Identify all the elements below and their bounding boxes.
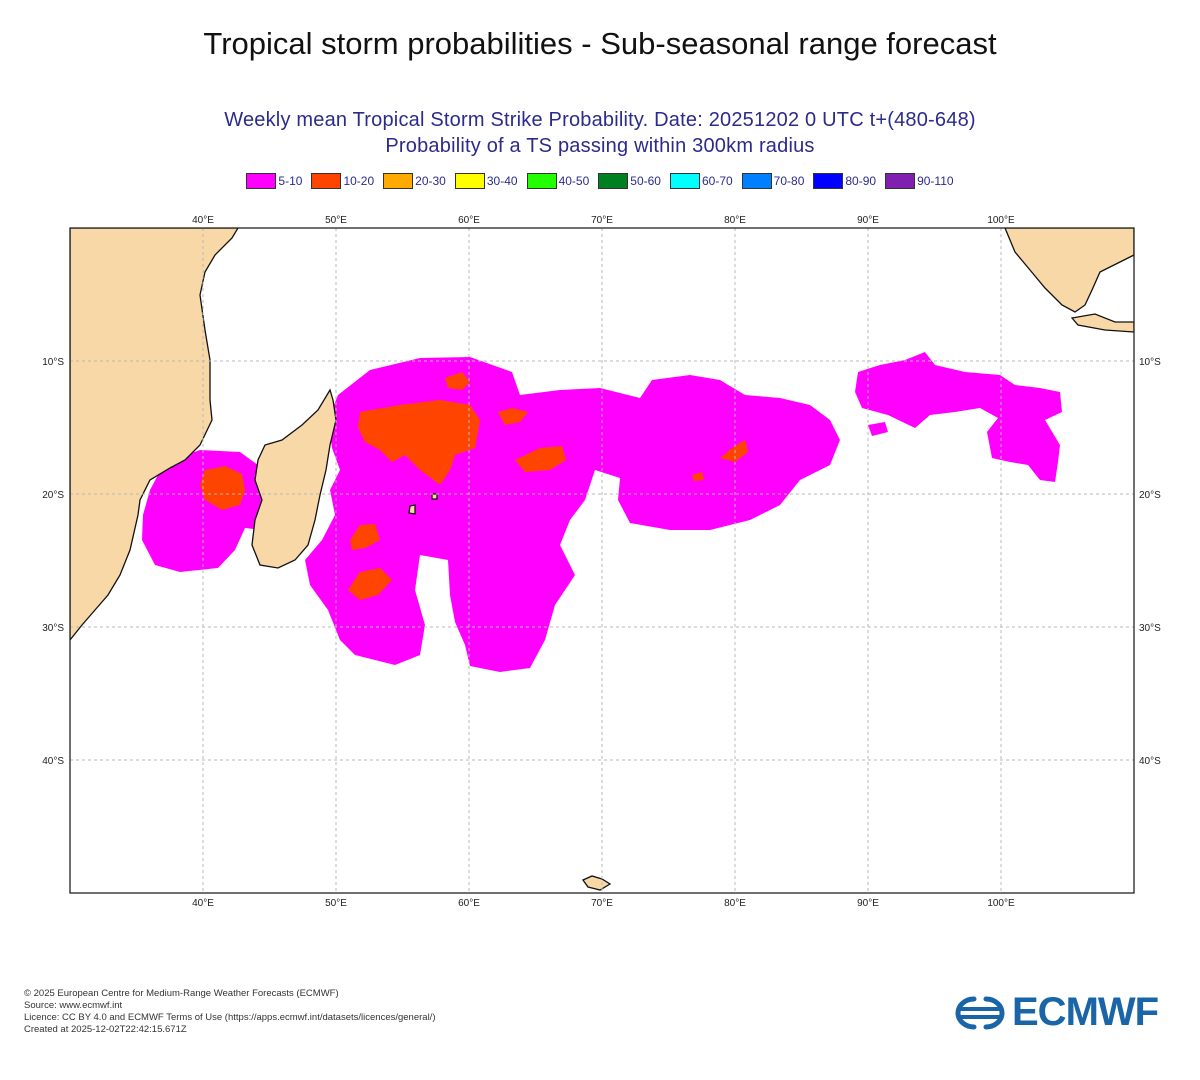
lon-label: 50°E — [325, 215, 347, 226]
legend-item: 50-60 — [598, 173, 661, 189]
legend-label: 90-110 — [917, 174, 954, 188]
legend-item: 20-30 — [383, 173, 446, 189]
legend-swatch — [246, 173, 277, 189]
legend-label: 60-70 — [701, 174, 733, 188]
lat-label: 40°S — [42, 756, 64, 767]
lon-label: 60°E — [458, 898, 480, 909]
footer-source: Source: www.ecmwf.int — [24, 1000, 123, 1011]
prob-10-20-area — [200, 372, 748, 600]
legend-label: 50-60 — [630, 174, 661, 188]
legend-item: 40-50 — [526, 173, 590, 189]
madagascar — [251, 388, 337, 569]
legend-swatch — [383, 173, 414, 189]
footer-copyright: © 2025 European Centre for Medium-Range … — [24, 988, 339, 999]
map-frame — [69, 227, 1135, 894]
legend-item: 70-80 — [741, 173, 805, 189]
land-masses — [70, 228, 1134, 891]
lon-label: 40°E — [192, 215, 214, 226]
lon-label: 80°E — [724, 215, 746, 226]
lat-labels-left: 10°S 20°S 30°S 40°S — [42, 357, 64, 767]
legend-item: 30-40 — [454, 173, 518, 189]
legend-swatch — [669, 173, 700, 189]
legend-label: 20-30 — [415, 174, 446, 188]
lat-lon-grid — [70, 228, 1134, 893]
sumatra-java — [1004, 228, 1134, 313]
lon-label: 70°E — [591, 215, 613, 226]
legend-swatch — [741, 173, 772, 189]
legend-label: 30-40 — [486, 174, 518, 188]
legend-swatch — [813, 173, 844, 189]
page-title: Tropical storm probabilities - Sub-seaso… — [203, 26, 997, 61]
lat-label: 10°S — [42, 357, 64, 368]
africa-coast — [70, 228, 239, 642]
legend-label: 5-10 — [278, 174, 303, 188]
lat-label: 20°S — [1139, 490, 1161, 501]
legend-item: 60-70 — [669, 173, 733, 189]
lon-labels-bottom: 40°E 50°E 60°E 70°E 80°E 90°E 100°E — [192, 898, 1015, 909]
lon-label: 90°E — [857, 898, 879, 909]
lon-label: 100°E — [987, 215, 1015, 226]
lon-label: 70°E — [591, 898, 613, 909]
lon-labels-top: 40°E 50°E 60°E 70°E 80°E 90°E 100°E — [192, 215, 1015, 226]
footer-licence: Licence: CC BY 4.0 and ECMWF Terms of Us… — [24, 1012, 436, 1023]
lon-label: 50°E — [325, 898, 347, 909]
probability-legend: 5-10 10-20 20-30 30-40 40-50 50-60 60-70 70-80 8… — [0, 173, 1200, 189]
map-subtitle-line2: Probability of a TS passing within 300km… — [385, 135, 815, 157]
lat-labels-right: 10°S 20°S 30°S 40°S — [1139, 357, 1161, 767]
lat-label: 40°S — [1139, 756, 1161, 767]
lat-label: 10°S — [1139, 357, 1161, 368]
ecmwf-logo: ECMWF — [952, 990, 1159, 1035]
lat-label: 30°S — [1139, 623, 1161, 634]
legend-swatch — [885, 173, 916, 189]
lon-label: 80°E — [724, 898, 746, 909]
legend-label: 80-90 — [845, 174, 877, 188]
lon-label: 90°E — [857, 215, 879, 226]
legend-swatch — [526, 173, 557, 189]
footer-created: Created at 2025-12-02T22:42:15.671Z — [24, 1024, 187, 1035]
legend-item: 80-90 — [813, 173, 876, 189]
lon-label: 100°E — [987, 898, 1015, 909]
legend-swatch — [311, 173, 342, 189]
legend-item: 90-110 — [885, 173, 954, 189]
legend-item: 5-10 — [246, 173, 302, 189]
ecmwf-logo-text: ECMWF — [1012, 990, 1159, 1034]
lon-label: 60°E — [458, 215, 480, 226]
lon-label: 40°E — [192, 898, 214, 909]
lat-label: 30°S — [42, 623, 64, 634]
map-subtitle-line1: Weekly mean Tropical Storm Strike Probab… — [224, 109, 976, 131]
legend-label: 10-20 — [343, 174, 375, 188]
copyright-footer: © 2025 European Centre for Medium-Range … — [24, 988, 436, 1036]
lat-label: 20°S — [42, 490, 64, 501]
ecmwf-logo-icon — [955, 996, 1005, 1029]
legend-swatch — [454, 173, 485, 189]
legend-label: 70-80 — [773, 174, 805, 188]
strike-probability-map: 40°E 50°E 60°E 70°E 80°E 90°E 100°E 40°E… — [42, 215, 1161, 909]
legend-label: 40-50 — [558, 174, 590, 188]
legend-swatch — [598, 173, 629, 189]
legend-item: 10-20 — [311, 173, 374, 189]
